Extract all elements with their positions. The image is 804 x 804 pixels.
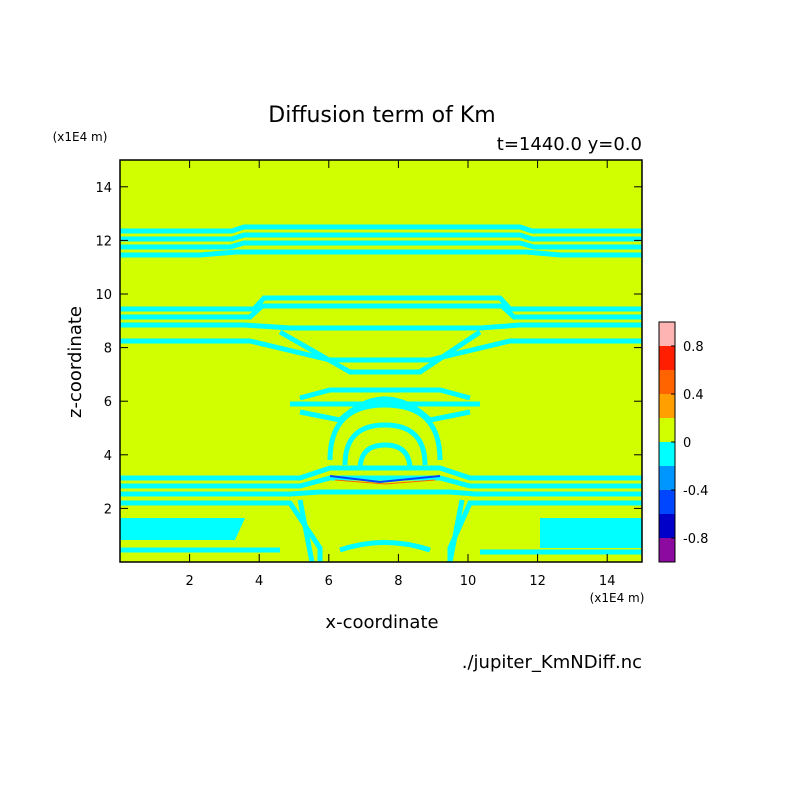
colorbar-swatch <box>659 370 675 394</box>
colorbar-swatch <box>659 346 675 370</box>
colorbar-swatch <box>659 514 675 538</box>
contour-field <box>120 160 642 563</box>
y-axis-label: z-coordinate <box>65 306 86 418</box>
x-tick-label: 2 <box>185 574 193 589</box>
colorbar-tick-label: 0 <box>683 436 691 451</box>
colorbar-tick-label: -0.8 <box>683 532 708 547</box>
y-tick-label: 10 <box>95 288 112 303</box>
colorbar-swatch <box>659 322 675 346</box>
x-unit: (x1E4 m) <box>590 591 645 605</box>
y-tick-label: 2 <box>104 502 112 517</box>
colorbar-swatch <box>659 538 675 562</box>
colorbar-swatch <box>659 442 675 466</box>
colorbar-swatch <box>659 490 675 514</box>
y-tick-label: 14 <box>95 181 112 196</box>
negative-patch <box>120 518 245 540</box>
colorbar-tick-label: 0.4 <box>683 388 704 403</box>
colorbar-swatch <box>659 394 675 418</box>
y-tick-label: 4 <box>104 449 112 464</box>
colorbar-swatch <box>659 418 675 442</box>
y-unit: (x1E4 m) <box>53 130 108 144</box>
x-tick-label: 6 <box>325 574 333 589</box>
plot-frame <box>119 159 643 563</box>
source-label: ./jupiter_KmNDiff.nc <box>462 652 642 673</box>
y-tick-label: 12 <box>95 234 112 249</box>
x-tick-label: 10 <box>460 574 477 589</box>
negative-patch <box>540 518 642 548</box>
y-tick-label: 6 <box>104 395 112 410</box>
x-tick-label: 12 <box>529 574 546 589</box>
colorbar-tick-label: -0.4 <box>683 484 708 499</box>
colorbar-tick-label: 0.8 <box>683 340 704 355</box>
y-tick-label: 8 <box>104 342 112 357</box>
x-tick-label: 4 <box>255 574 263 589</box>
chart-title: Diffusion term of Km <box>268 103 495 128</box>
x-tick-label: 8 <box>394 574 402 589</box>
colorbar-swatch <box>659 466 675 490</box>
negative-region <box>120 224 642 563</box>
x-tick-label: 14 <box>599 574 616 589</box>
chart-subtitle: t=1440.0 y=0.0 <box>497 134 642 155</box>
x-axis-label: x-coordinate <box>325 612 438 633</box>
